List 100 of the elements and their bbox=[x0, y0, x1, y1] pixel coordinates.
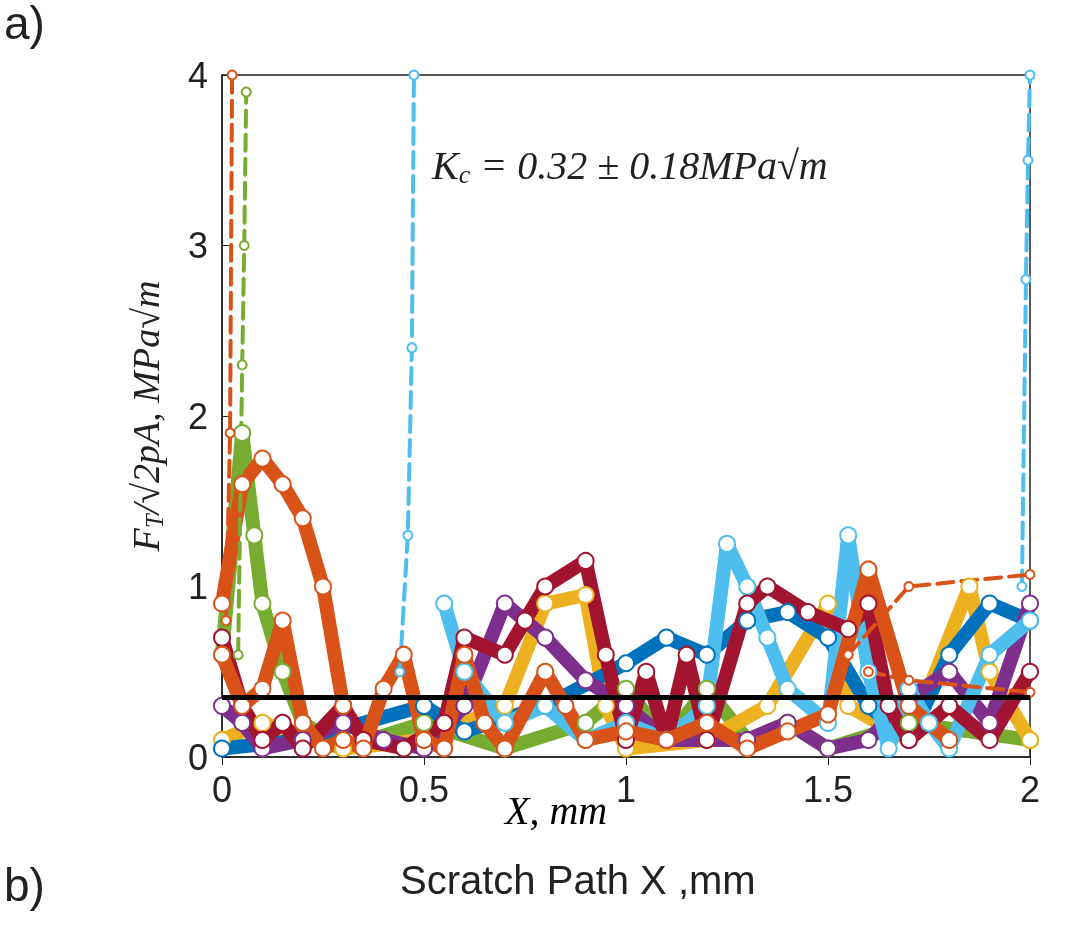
point bbox=[455, 722, 474, 741]
point bbox=[435, 594, 454, 613]
point bbox=[778, 603, 797, 622]
point bbox=[778, 722, 797, 741]
point bbox=[819, 705, 837, 724]
y-tick-label: 1 bbox=[187, 566, 208, 607]
text: b) bbox=[4, 859, 45, 911]
point bbox=[738, 577, 757, 596]
y-tick-label: 3 bbox=[187, 225, 208, 266]
point bbox=[617, 654, 635, 673]
point bbox=[738, 594, 757, 613]
point bbox=[245, 526, 264, 545]
point bbox=[1024, 569, 1036, 581]
point bbox=[697, 645, 716, 664]
point bbox=[220, 615, 232, 627]
point bbox=[839, 620, 858, 639]
text: Scratch Path X ,mm bbox=[400, 858, 756, 902]
point bbox=[657, 628, 676, 647]
point bbox=[819, 594, 837, 613]
point bbox=[903, 674, 915, 686]
point bbox=[738, 611, 757, 630]
point bbox=[495, 713, 514, 732]
point bbox=[224, 427, 236, 439]
point bbox=[253, 713, 272, 732]
point bbox=[536, 577, 555, 596]
point bbox=[213, 594, 231, 613]
point bbox=[677, 645, 696, 664]
point bbox=[758, 577, 777, 596]
point bbox=[374, 730, 393, 749]
point bbox=[980, 730, 999, 749]
point bbox=[697, 713, 716, 732]
point bbox=[899, 713, 918, 732]
point bbox=[960, 577, 979, 596]
point bbox=[637, 662, 656, 681]
point bbox=[516, 611, 534, 630]
point bbox=[1022, 154, 1034, 166]
point bbox=[213, 739, 231, 758]
point bbox=[273, 713, 292, 732]
point bbox=[240, 86, 252, 98]
point bbox=[408, 69, 420, 81]
point bbox=[859, 730, 878, 749]
point bbox=[859, 560, 878, 579]
point bbox=[334, 730, 353, 749]
point bbox=[406, 342, 418, 354]
point bbox=[536, 628, 555, 647]
point bbox=[1021, 662, 1039, 681]
point bbox=[940, 645, 959, 664]
x-axis-title: X, mm bbox=[503, 787, 608, 833]
point bbox=[718, 534, 736, 553]
point bbox=[435, 713, 454, 732]
point bbox=[233, 713, 252, 732]
point bbox=[798, 603, 817, 622]
point bbox=[576, 586, 595, 605]
point bbox=[576, 713, 595, 732]
point bbox=[940, 730, 959, 749]
point bbox=[920, 713, 938, 732]
y-tick-label: 4 bbox=[187, 54, 208, 96]
point bbox=[455, 645, 474, 664]
point bbox=[576, 551, 595, 570]
text: a) bbox=[4, 0, 45, 49]
point bbox=[475, 713, 494, 732]
point bbox=[617, 722, 635, 741]
point bbox=[980, 645, 999, 664]
point bbox=[394, 645, 413, 664]
point bbox=[903, 581, 915, 592]
point bbox=[213, 628, 231, 647]
point bbox=[354, 739, 373, 758]
point bbox=[980, 713, 999, 732]
point bbox=[293, 509, 312, 528]
point bbox=[394, 666, 406, 678]
y-axis-title: FT/√2pA, MPa√m bbox=[125, 280, 168, 553]
point bbox=[758, 628, 777, 647]
point bbox=[879, 739, 898, 758]
point bbox=[253, 449, 272, 468]
y-tick-label: 0 bbox=[187, 736, 208, 778]
point bbox=[980, 662, 999, 681]
point bbox=[236, 359, 248, 371]
point bbox=[980, 594, 999, 613]
point bbox=[536, 662, 555, 681]
point bbox=[253, 594, 272, 613]
point bbox=[455, 662, 474, 681]
point bbox=[1021, 594, 1039, 613]
point bbox=[1024, 69, 1036, 81]
point bbox=[273, 475, 292, 494]
point bbox=[293, 739, 312, 758]
point bbox=[495, 594, 514, 613]
point bbox=[455, 628, 474, 647]
point bbox=[859, 594, 878, 613]
point bbox=[226, 69, 238, 81]
point bbox=[435, 739, 454, 758]
point bbox=[334, 713, 353, 732]
point bbox=[314, 739, 332, 758]
point bbox=[1016, 581, 1028, 592]
point bbox=[253, 730, 272, 749]
point bbox=[536, 594, 555, 613]
x-tick-label: 2 bbox=[1019, 768, 1041, 810]
point bbox=[738, 739, 757, 758]
point bbox=[596, 645, 615, 664]
y-tick-label: 2 bbox=[187, 395, 208, 437]
x-tick-label: 0.5 bbox=[398, 768, 450, 810]
